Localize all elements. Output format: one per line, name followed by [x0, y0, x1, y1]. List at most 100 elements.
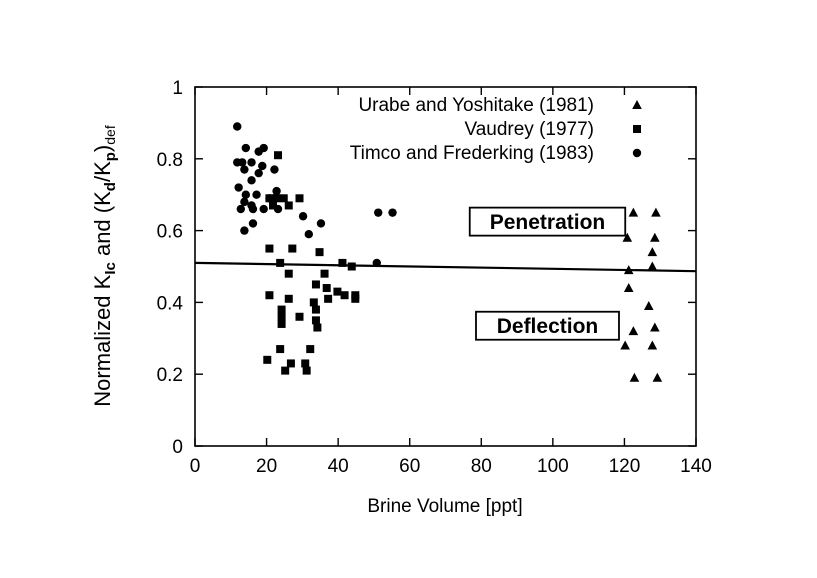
data-point-square: [315, 248, 324, 257]
data-point-circle: [248, 219, 258, 228]
trend-line: [194, 261, 697, 273]
data-point-square: [269, 201, 278, 210]
data-point-square: [284, 269, 293, 278]
legend-marker-circle: [632, 148, 642, 158]
data-point-triangle: [620, 340, 630, 350]
y-tick-label: 0.4: [157, 293, 184, 314]
data-point-circle: [238, 158, 247, 167]
data-point-triangle: [643, 300, 654, 310]
data-point-square: [263, 355, 272, 364]
annotation-box: [468, 206, 627, 237]
data-point-square: [333, 287, 342, 296]
data-point-triangle: [628, 326, 639, 336]
data-point-square: [295, 312, 304, 321]
data-point-square: [302, 366, 311, 375]
y-tick-label: 0.6: [157, 222, 183, 243]
x-tick-label: 60: [399, 456, 420, 477]
data-point-circle: [247, 176, 256, 185]
data-point-square: [306, 345, 315, 354]
x-tick-label: 140: [680, 456, 712, 477]
data-point-circle: [304, 229, 313, 239]
data-point-circle: [247, 158, 256, 167]
data-point-square: [265, 291, 274, 300]
data-point-circle: [316, 219, 326, 228]
x-tick-label: 40: [328, 456, 349, 477]
data-point-square: [313, 323, 322, 332]
data-point-square: [276, 258, 285, 267]
data-point-square: [320, 269, 329, 278]
data-point-triangle: [652, 372, 663, 382]
data-point-square: [301, 359, 310, 368]
data-point-circle: [374, 208, 383, 217]
annotations: Penetration Deflection: [468, 206, 627, 341]
y-tick-label: 0.8: [157, 150, 183, 171]
data-point-triangle: [647, 247, 658, 257]
legend-label: Timco and Frederking (1983): [350, 143, 594, 164]
data-point-square: [277, 319, 286, 328]
y-tick-label: 1: [172, 78, 183, 99]
series-square: [263, 151, 360, 375]
data-point-circle: [254, 168, 263, 178]
data-point-square: [338, 258, 347, 267]
data-marks: [194, 122, 697, 382]
annotation-deflection: Deflection: [497, 315, 599, 338]
data-point-square: [277, 312, 286, 321]
data-point-square: [324, 294, 333, 303]
data-point-circle: [298, 212, 308, 221]
data-point-circle: [240, 226, 249, 235]
plot-frame: [194, 86, 697, 447]
data-point-square: [311, 305, 320, 314]
x-tick-label: 100: [537, 456, 569, 477]
data-point-square: [277, 305, 286, 314]
data-point-triangle: [647, 340, 658, 350]
axes: 0 20 40 60 80 100 120 140 0 0.2 0.4 0.6 0.8 1: [157, 78, 712, 477]
x-tick-label: 120: [609, 456, 641, 477]
data-point-square: [274, 151, 283, 160]
data-point-square: [351, 294, 360, 303]
data-point-circle: [272, 186, 281, 196]
legend-marker-square: [633, 125, 641, 133]
x-axis-label: Brine Volume [ppt]: [367, 496, 522, 517]
data-point-square: [311, 280, 320, 289]
legend-label: Urabe and Yoshitake (1981): [358, 95, 594, 116]
data-point-square: [281, 366, 290, 375]
annotation-penetration: Penetration: [490, 211, 606, 234]
x-tick-label: 0: [190, 456, 201, 477]
data-point-square: [276, 345, 285, 354]
data-point-triangle: [623, 283, 634, 293]
data-point-square: [284, 201, 293, 210]
series-triangle: [620, 207, 663, 382]
x-tick-label: 20: [256, 456, 277, 477]
data-point-circle: [270, 194, 279, 203]
data-point-triangle: [650, 232, 660, 242]
data-point-circle: [252, 190, 261, 199]
data-point-triangle: [622, 232, 633, 242]
data-point-square: [288, 244, 297, 253]
y-tick-label: 0.2: [157, 365, 183, 386]
y-axis-label: Normalized KIc and (Kd/Kp)def: [90, 125, 119, 407]
data-point-square: [279, 194, 288, 203]
data-point-circle: [241, 190, 251, 199]
data-point-circle: [240, 197, 249, 207]
data-point-circle: [233, 122, 242, 131]
data-point-square: [311, 316, 320, 325]
data-point-circle: [241, 143, 251, 153]
y-tick-label: 0: [172, 437, 183, 458]
annotation-box: [475, 310, 620, 341]
data-point-triangle: [647, 261, 658, 271]
data-point-triangle: [629, 372, 640, 382]
data-point-circle: [273, 204, 283, 214]
data-point-circle: [236, 204, 246, 214]
data-point-circle: [270, 165, 279, 174]
legend-label: Vaudrey (1977): [464, 119, 594, 140]
series-circle: [233, 122, 397, 268]
legend-marker-triangle: [632, 100, 642, 109]
data-point-triangle: [650, 322, 660, 332]
data-point-circle: [248, 204, 258, 214]
data-point-square: [309, 298, 318, 307]
data-point-circle: [388, 208, 397, 217]
data-point-triangle: [628, 207, 639, 217]
legend: Urabe and Yoshitake (1981) Vaudrey (1977)…: [350, 95, 642, 164]
data-point-square: [265, 244, 274, 253]
